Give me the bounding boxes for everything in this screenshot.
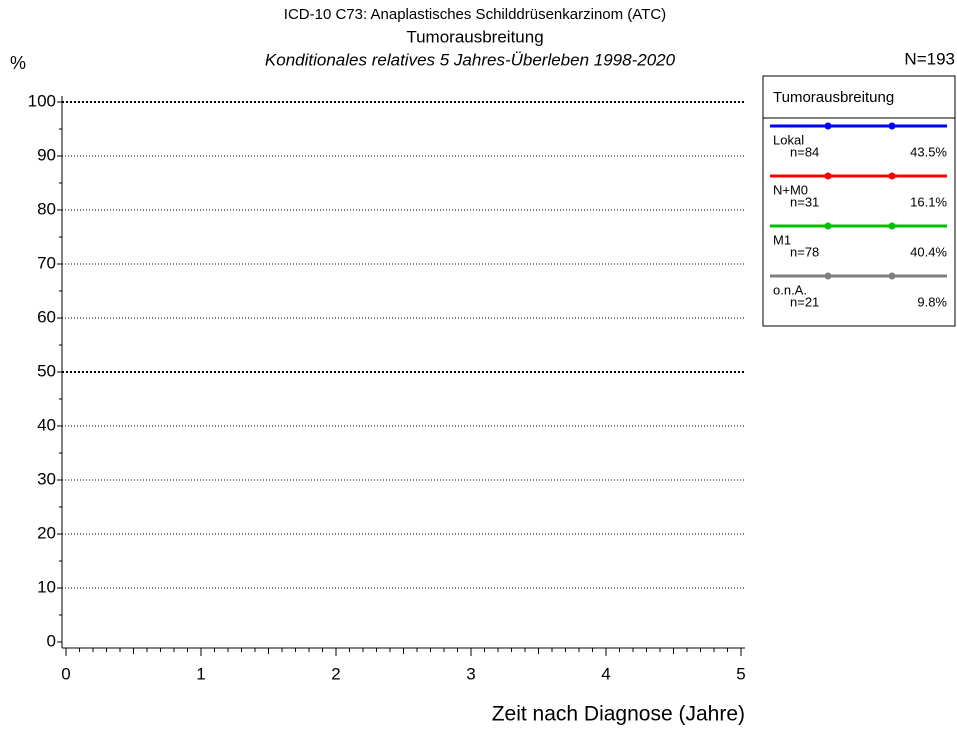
x-tick-label: 2 xyxy=(331,664,340,683)
legend-label: o.n.A. xyxy=(773,282,807,297)
y-tick-label: 20 xyxy=(37,523,56,542)
chart-subtitle: Tumorausbreitung xyxy=(406,27,543,46)
y-tick-label: 30 xyxy=(37,469,56,488)
y-tick-label: 10 xyxy=(37,577,56,596)
x-tick-label: 0 xyxy=(61,664,70,683)
y-tick-label: 0 xyxy=(47,631,56,650)
legend-marker xyxy=(824,272,832,280)
legend-marker xyxy=(888,172,896,180)
y-tick-label: 100 xyxy=(28,91,56,110)
legend-count: n=84 xyxy=(790,144,819,159)
x-tick-label: 3 xyxy=(466,664,475,683)
legend-label: Lokal xyxy=(773,132,804,147)
legend-marker xyxy=(824,122,832,130)
total-label: N=193 xyxy=(904,49,955,68)
y-tick-label: 40 xyxy=(37,415,56,434)
legend-share: 43.5% xyxy=(910,144,947,159)
chart-subtitle: Konditionales relatives 5 Jahres-Überleb… xyxy=(265,50,676,69)
legend-label: M1 xyxy=(773,232,791,247)
legend-label: N+M0 xyxy=(773,182,808,197)
legend-marker xyxy=(824,172,832,180)
legend-marker xyxy=(888,272,896,280)
legend-share: 40.4% xyxy=(910,244,947,259)
legend-marker xyxy=(888,122,896,130)
legend-count: n=21 xyxy=(790,294,819,309)
x-tick-label: 5 xyxy=(736,664,745,683)
legend-box xyxy=(762,75,956,327)
y-tick-label: 70 xyxy=(37,253,56,272)
legend-count: n=78 xyxy=(790,244,819,259)
x-axis-label: Zeit nach Diagnose (Jahre) xyxy=(492,703,745,726)
y-tick-label: 50 xyxy=(37,361,56,380)
y-tick-label: 60 xyxy=(37,307,56,326)
legend-share: 9.8% xyxy=(917,294,947,309)
x-tick-label: 1 xyxy=(196,664,205,683)
legend-marker xyxy=(824,222,832,230)
y-tick-label: 80 xyxy=(37,199,56,218)
x-tick-label: 4 xyxy=(601,664,610,683)
y-axis-label: % xyxy=(10,53,26,73)
legend-count: n=31 xyxy=(790,194,819,209)
legend-marker xyxy=(888,222,896,230)
chart-title: ICD-10 C73: Anaplastisches Schilddrüsenk… xyxy=(284,6,666,23)
legend-share: 16.1% xyxy=(910,194,947,209)
legend-title: Tumorausbreitung xyxy=(773,89,894,106)
y-tick-label: 90 xyxy=(37,145,56,164)
